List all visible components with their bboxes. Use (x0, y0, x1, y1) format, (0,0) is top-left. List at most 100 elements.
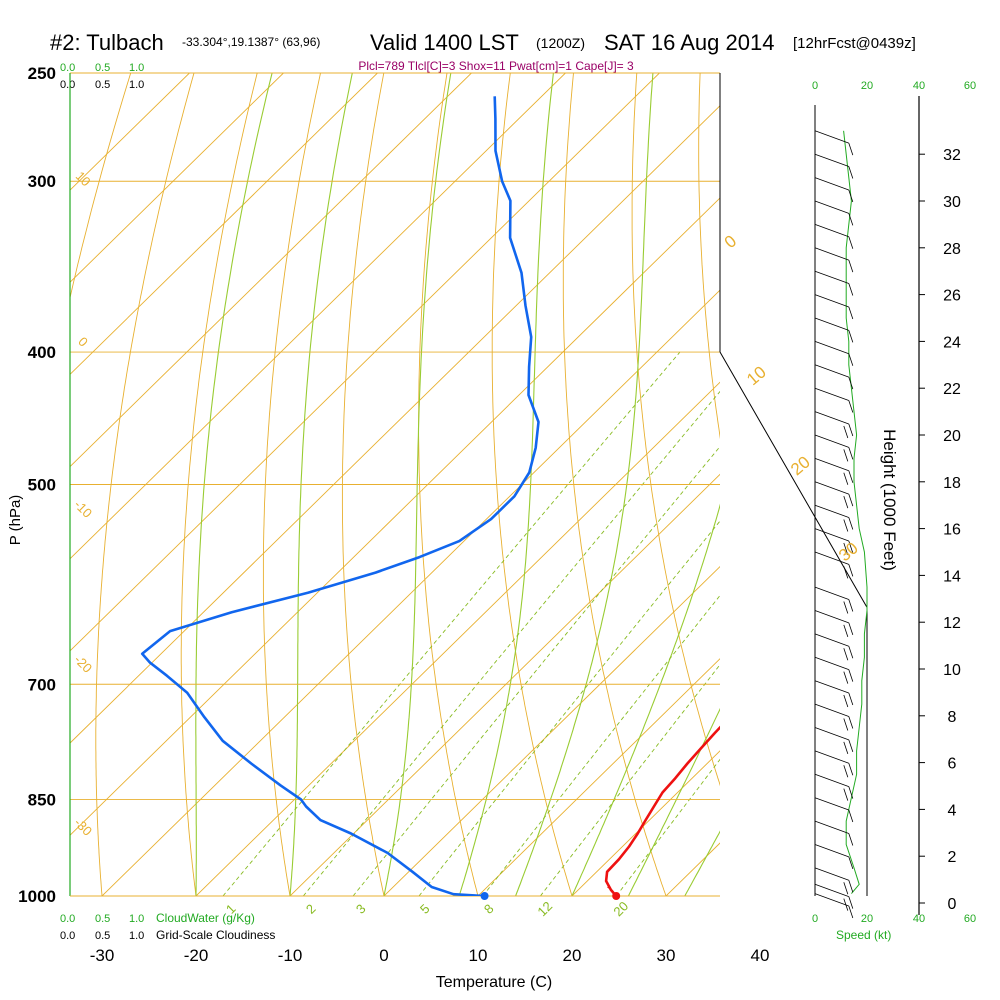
pressure-tick-label: 1000 (18, 887, 56, 906)
isotherm-line (70, 73, 284, 283)
speed-tick-top-2: 40 (913, 80, 925, 92)
mixing-ratio-label: 8 (481, 901, 497, 917)
wind-barb (814, 551, 854, 579)
height-tick-label: 4 (948, 802, 957, 819)
moist-adiabat-line (195, 73, 273, 896)
isotherm-label: 0 (75, 334, 91, 350)
wind-barb (814, 130, 854, 156)
pressure-tick-label: 700 (28, 675, 56, 694)
height-tick-label: 10 (943, 662, 961, 679)
valid-time: Valid 1400 LST (370, 30, 519, 55)
dry-adiabat-lines (70, 73, 948, 896)
isotherm-label: 10 (73, 168, 94, 189)
axis-ticks: -30 -20 -10 0 10 20 30 40 (90, 946, 770, 965)
wind-barb (814, 317, 854, 343)
wind-barb (814, 883, 854, 911)
cloudiness-tick-bottom-1: 0.5 (95, 930, 110, 942)
speed-tick-bottom-1: 20 (861, 913, 873, 925)
isotherm-label: -10 (71, 497, 95, 521)
height-tick-label: 24 (943, 334, 961, 351)
station-title: #2: Tulbach (50, 30, 164, 55)
isotherm-label: -30 (71, 815, 95, 839)
isobar-lines: 250 300 400 500 700 850 1000 (18, 64, 720, 906)
temperature-tick-label: -20 (184, 946, 209, 965)
height-tick-label: 20 (943, 428, 961, 445)
temperature-tick-label: -10 (278, 946, 303, 965)
temperature-tick-label: 10 (469, 946, 488, 965)
speed-label: Speed (kt) (836, 928, 891, 942)
wind-barb (814, 270, 854, 296)
moist-adiabat-line (627, 707, 720, 896)
height-tick-label: 0 (948, 896, 957, 913)
speed-tick-bottom-3: 60 (964, 913, 976, 925)
cloudiness-label: Grid-Scale Cloudiness (156, 928, 275, 942)
mixing-ratio-line (616, 758, 720, 896)
surface-markers (480, 892, 621, 900)
height-tick-label: 32 (943, 147, 961, 164)
height-tick-label: 18 (943, 475, 961, 492)
stability-parameters: Plcl=789 Tlcl[C]=3 Shox=11 Pwat[cm]=1 Ca… (358, 59, 634, 73)
wind-barb (814, 434, 854, 462)
plot-frame (69, 73, 868, 897)
wind-barb (814, 411, 854, 439)
cloudwater-tick-top-1: 0.5 (95, 62, 110, 74)
station-location: -33.304°,19.1387° (63,96) (182, 35, 320, 49)
dry-adiabat-line (180, 73, 258, 896)
right-axis-slant (719, 351, 868, 608)
temperature-tick-label: 0 (379, 946, 388, 965)
wind-barb (814, 867, 854, 895)
temperature-tick-label: 30 (657, 946, 676, 965)
moist-adiabat-lines (195, 73, 720, 896)
wind-barb (814, 893, 854, 919)
wind-barb (814, 294, 854, 320)
wind-barb (814, 773, 854, 801)
temperature-tick-label: 40 (751, 946, 770, 965)
dry-adiabat-line (341, 73, 385, 896)
temperature-tick-label: 20 (563, 946, 582, 965)
cloudiness-tick-top-2: 1.0 (129, 79, 144, 91)
wind-barb (814, 680, 854, 708)
cloudwater-tick-bottom-2: 1.0 (129, 913, 144, 925)
moist-adiabat-line (571, 503, 720, 896)
dewpoint-profile-line (140, 96, 540, 896)
isotherm-label: 0 (721, 231, 740, 252)
height-tick-label: 14 (943, 568, 961, 585)
wind-barb (814, 656, 854, 684)
pressure-tick-label: 850 (28, 791, 56, 810)
wind-barb (814, 844, 854, 869)
isotherm-line (383, 565, 720, 896)
dry-adiabat-line (698, 73, 720, 440)
mixing-ratio-line (302, 390, 720, 896)
pressure-tick-label: 500 (28, 476, 56, 495)
isotherm-line (854, 73, 1000, 896)
wind-barb (814, 458, 854, 485)
wind-barb (814, 200, 854, 226)
parcel-profile-line (607, 886, 616, 894)
mixing-ratio-line (540, 663, 720, 896)
mixing-ratio-label: 3 (353, 901, 369, 917)
y-axis-label: P (hPa) (7, 495, 24, 546)
dry-adiabat-line (95, 73, 195, 896)
speed-tick-bottom-0: 0 (812, 913, 818, 925)
height-tick-label: 22 (943, 381, 961, 398)
isotherm-label: -20 (71, 652, 95, 676)
wind-barb (814, 610, 854, 637)
wind-barb (814, 820, 854, 846)
wind-barb (814, 481, 854, 509)
height-tick-label: 12 (943, 615, 961, 632)
height-axis-label: Height (1000 Feet) (880, 429, 899, 571)
height-tick-label: 8 (948, 709, 957, 726)
moist-adiabat-line (289, 73, 353, 896)
valid-date: SAT 16 Aug 2014 (604, 30, 774, 55)
dry-adiabat-line (763, 73, 948, 896)
wind-barb (814, 586, 854, 614)
pressure-tick-label: 300 (28, 172, 56, 191)
wind-barb (814, 387, 854, 413)
wind-barb (814, 364, 854, 390)
cloudwater-tick-top-2: 1.0 (129, 62, 144, 74)
dry-adiabat-line (562, 73, 667, 896)
cloudwater-label: CloudWater (g/Kg) (156, 911, 255, 925)
mixing-ratio-line (352, 445, 720, 896)
